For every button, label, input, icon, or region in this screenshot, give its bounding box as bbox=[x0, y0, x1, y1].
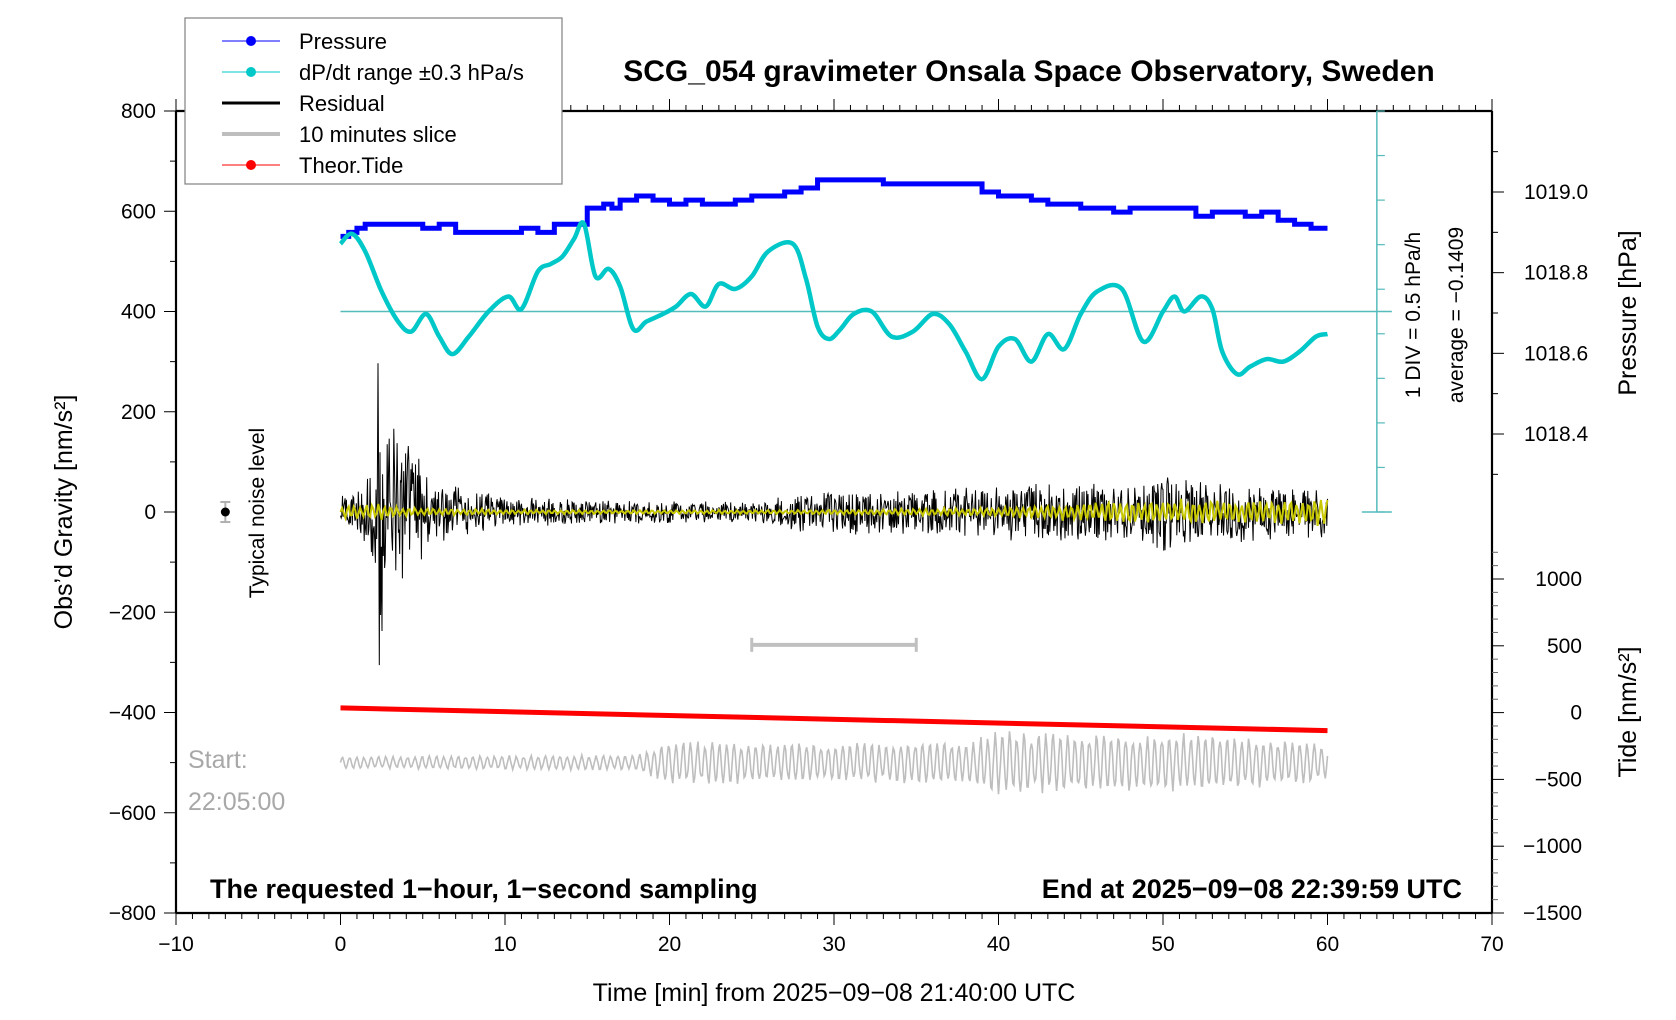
pressure-tick-label: 1019.0 bbox=[1524, 181, 1588, 204]
dpdt-line bbox=[338, 220, 1328, 382]
y-tick-label: −800 bbox=[109, 902, 156, 925]
y-tick-label: 0 bbox=[144, 501, 156, 524]
x-tick-label: 50 bbox=[1151, 933, 1174, 956]
pressure-tick-label: 1018.4 bbox=[1524, 423, 1589, 446]
tide-tick-label: 1000 bbox=[1535, 568, 1582, 591]
legend-label: dP/dt range ±0.3 hPa/s bbox=[299, 60, 524, 85]
slice-line bbox=[339, 731, 1329, 795]
y-tick-label: 800 bbox=[121, 100, 156, 123]
text-layer: SCG_054 gravimeter Onsala Space Observat… bbox=[50, 55, 1642, 1007]
pressure-tick-label: 1018.8 bbox=[1524, 262, 1588, 285]
y-tick-label: −400 bbox=[109, 702, 156, 725]
dpdt-average-label: average = −0.1409 bbox=[1445, 227, 1468, 403]
legend-label: 10 minutes slice bbox=[299, 122, 457, 147]
tide-tick-label: 0 bbox=[1570, 702, 1582, 725]
dpdt-scale-label: 1 DIV = 0.5 hPa/h bbox=[1402, 232, 1425, 398]
series-layer bbox=[220, 177, 1329, 795]
x-tick-label: 10 bbox=[493, 933, 516, 956]
residual-line bbox=[340, 363, 1328, 666]
x-tick-label: 0 bbox=[335, 933, 347, 956]
legend-swatch-dot bbox=[246, 67, 256, 77]
legend-swatch-dot bbox=[246, 160, 256, 170]
legend-label: Theor.Tide bbox=[299, 153, 403, 178]
tide-tick-label: −1000 bbox=[1523, 835, 1582, 858]
y-tick-label: −200 bbox=[109, 601, 156, 624]
start-label: Start: bbox=[188, 746, 248, 774]
noise-level-label: Typical noise level bbox=[246, 428, 269, 598]
y-tick-label: −600 bbox=[109, 802, 156, 825]
y-axis-title-gravity-text: Obs’d Gravity [nm/s²] bbox=[50, 395, 78, 630]
legend-box bbox=[184, 17, 563, 185]
y-axis-title-pressure: Pressure [hPa] bbox=[1614, 230, 1642, 395]
noise-point bbox=[220, 507, 230, 517]
legend-swatch-dot bbox=[246, 36, 256, 46]
y-tick-label: 400 bbox=[121, 301, 156, 324]
x-tick-label: 40 bbox=[987, 933, 1010, 956]
x-tick-label: 70 bbox=[1480, 933, 1503, 956]
x-tick-label: 20 bbox=[658, 933, 681, 956]
axes-layer: −10 0 10 20 30 40 50 60 70 800 600 400 200 0 −200 −400 −… bbox=[109, 99, 1589, 956]
legend-label: Residual bbox=[299, 91, 385, 116]
sampling-note: The requested 1−hour, 1−second sampling bbox=[210, 874, 758, 904]
x-axis-title: Time [min] from 2025−09−08 21:40:00 UTC bbox=[593, 979, 1076, 1007]
end-time-note: End at 2025−09−08 22:39:59 UTC bbox=[1042, 874, 1462, 904]
y-axis-title-gravity: Obs’d Gravity [nm/s²] bbox=[50, 395, 78, 630]
tide-tick-label: −500 bbox=[1535, 768, 1582, 791]
tide-tick-label: −1500 bbox=[1523, 902, 1582, 925]
pressure-tick-label: 1018.6 bbox=[1524, 342, 1588, 365]
y-axis-title-tide: Tide [nm/s²] bbox=[1614, 646, 1642, 777]
y-tick-label: 600 bbox=[121, 200, 156, 223]
legend: Pressure dP/dt range ±0.3 hPa/s Residual 10… bbox=[184, 17, 563, 185]
filtered-residual-line bbox=[339, 498, 1329, 527]
tide-line bbox=[340, 705, 1328, 734]
tide-tick-label: 500 bbox=[1547, 635, 1582, 658]
start-time: 22:05:00 bbox=[188, 788, 285, 816]
legend-label: Pressure bbox=[299, 29, 387, 54]
chart-title: SCG_054 gravimeter Onsala Space Observat… bbox=[623, 55, 1435, 88]
pressure-line bbox=[340, 177, 1328, 239]
x-tick-label: 30 bbox=[822, 933, 845, 956]
x-tick-label: −10 bbox=[158, 933, 194, 956]
y-tick-label: 200 bbox=[121, 401, 156, 424]
x-tick-label: 60 bbox=[1316, 933, 1339, 956]
